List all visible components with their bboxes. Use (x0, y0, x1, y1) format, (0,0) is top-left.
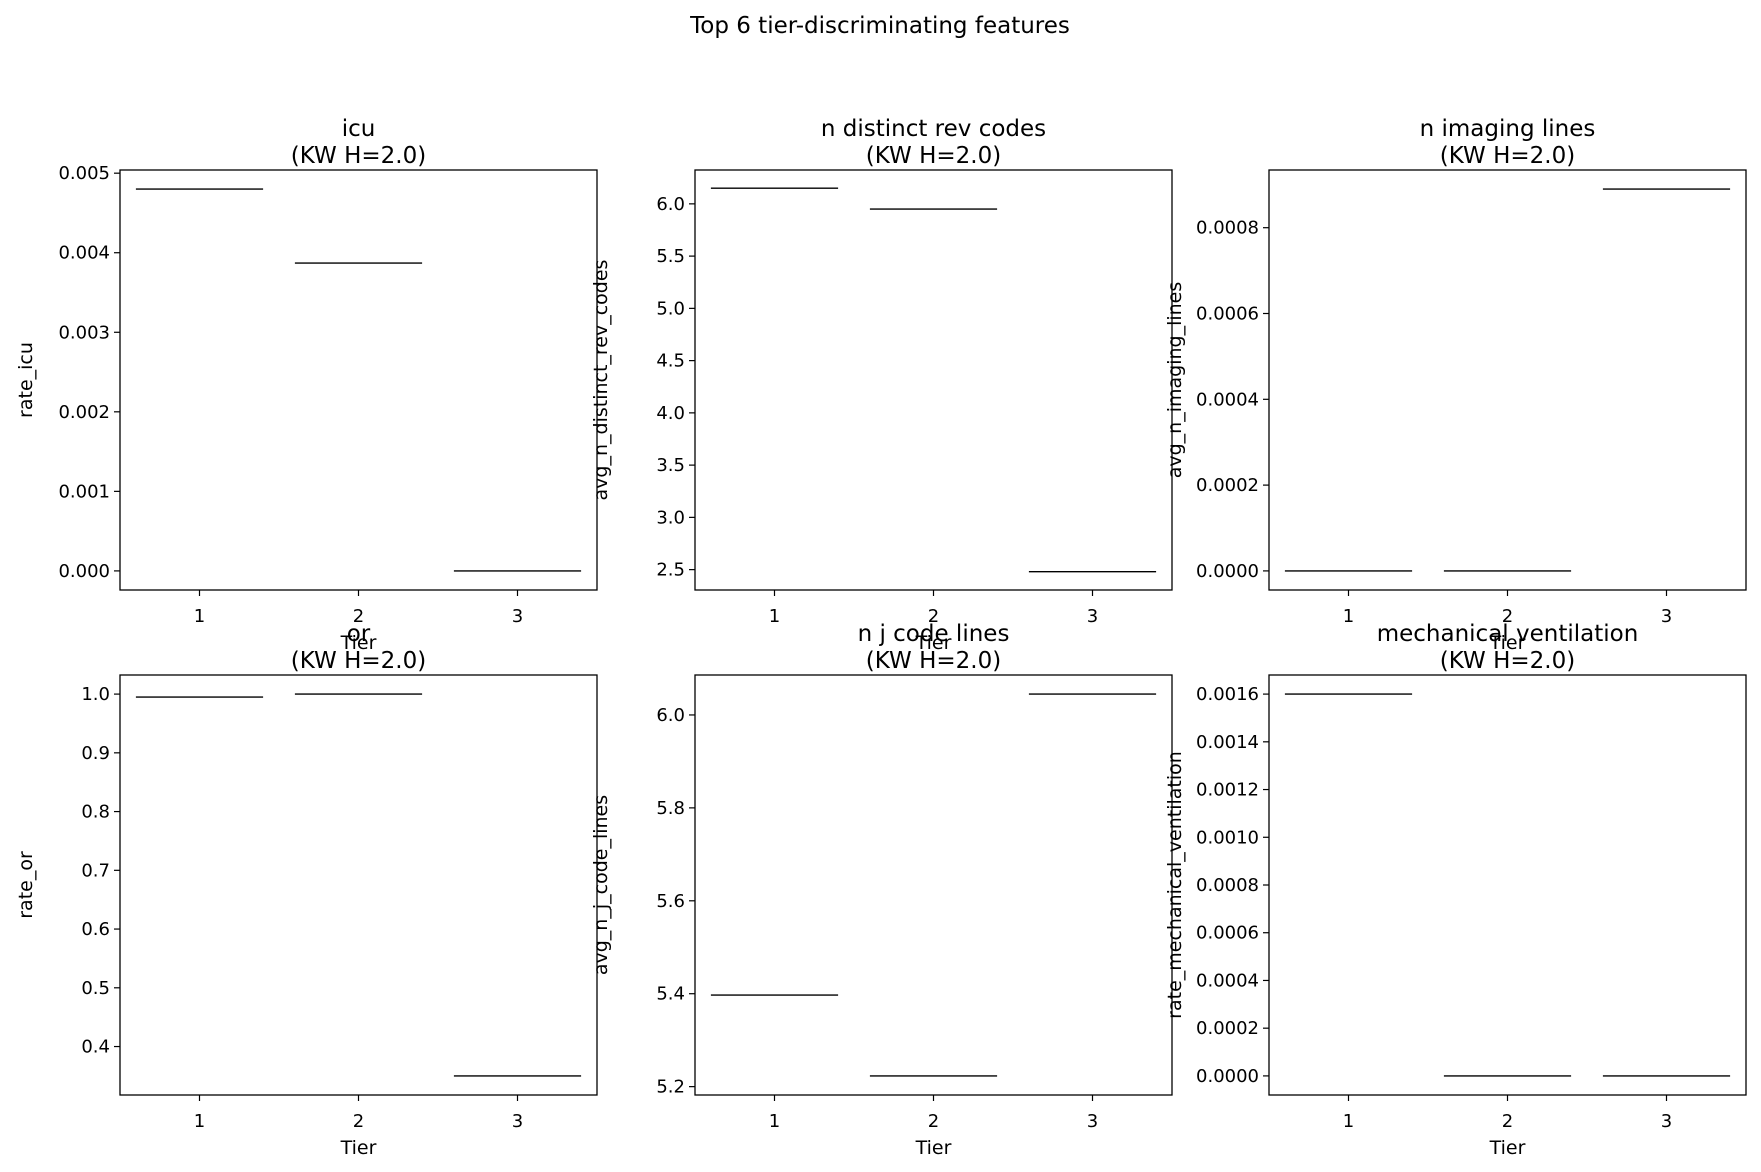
y-tick-label: 0.0016 (1196, 684, 1259, 705)
x-axis-label: Tier (340, 1137, 377, 1159)
panel-title: n distinct rev codes (821, 116, 1046, 142)
y-tick-label: 0.003 (58, 322, 110, 343)
y-tick-label: 0.0006 (1196, 304, 1259, 325)
panel-title: n j code lines (858, 621, 1010, 647)
y-tick-label: 0.0010 (1196, 827, 1259, 848)
x-axis-label: Tier (1489, 1137, 1526, 1159)
y-tick-label: 0.7 (81, 860, 110, 881)
y-tick-label: 2.5 (656, 560, 685, 581)
x-tick-label: 1 (1343, 606, 1354, 627)
y-tick-label: 0.000 (58, 561, 110, 582)
y-tick-label: 0.9 (81, 743, 110, 764)
chart-panel-4: or(KW H=2.0) 0.4 0.5 0.6 0.7 0.8 0.9 1.0 1 2 3 Tier… (15, 621, 598, 1159)
y-tick-label: 4.0 (656, 403, 685, 424)
x-tick-label: 1 (769, 1111, 780, 1132)
y-tick-label: 0.002 (58, 402, 110, 423)
x-tick-label: 2 (928, 606, 939, 627)
y-tick-label: 5.8 (656, 798, 685, 819)
y-tick-label: 0.0004 (1196, 389, 1259, 410)
y-tick-label: 6.0 (656, 194, 685, 215)
x-tick-label: 2 (1502, 606, 1513, 627)
chart-panel-3: n imaging lines(KW H=2.0) 0.0000 0.0002 0.0… (1164, 116, 1747, 654)
panel-subtitle: (KW H=2.0) (291, 648, 426, 674)
y-tick-label: 0.4 (81, 1037, 110, 1058)
y-tick-label: 0.0000 (1196, 561, 1259, 582)
y-axis-label: rate_or (15, 851, 37, 919)
x-tick-label: 3 (1087, 1111, 1098, 1132)
chart-panel-2: n distinct rev codes(KW H=2.0) 2.5 3.0 3.5 4… (590, 116, 1173, 654)
x-tick-label: 3 (1087, 606, 1098, 627)
panel-title: n imaging lines (1420, 116, 1596, 142)
y-tick-label: 5.0 (656, 298, 685, 319)
y-tick-label: 0.0014 (1196, 732, 1259, 753)
y-axis-label: avg_n_j_code_lines (590, 795, 612, 975)
panel-subtitle: (KW H=2.0) (866, 648, 1001, 674)
y-tick-label: 5.6 (656, 891, 685, 912)
y-tick-label: 5.5 (656, 246, 685, 267)
x-tick-label: 2 (928, 1111, 939, 1132)
y-tick-label: 0.001 (58, 481, 110, 502)
panel-title: icu (342, 116, 376, 142)
x-axis-label: Tier (915, 1137, 952, 1159)
x-axis-label: Tier (340, 632, 377, 654)
y-tick-label: 0.5 (81, 978, 110, 999)
x-axis-label: Tier (915, 632, 952, 654)
chart-panels: icu(KW H=2.0)0.0000.0010.0020.0030.0040.… (15, 116, 1747, 1159)
x-tick-label: 3 (512, 606, 523, 627)
panel-subtitle: (KW H=2.0) (291, 143, 426, 169)
y-tick-label: 0.6 (81, 919, 110, 940)
panel-subtitle: (KW H=2.0) (1440, 143, 1575, 169)
y-tick-label: 0.0002 (1196, 1018, 1259, 1039)
figure-title: Top 6 tier-discriminating features (689, 13, 1070, 39)
x-tick-label: 1 (194, 606, 205, 627)
y-axis-label: rate_mechanical_ventilation (1164, 751, 1186, 1019)
chart-panel-5: n j code lines(KW H=2.0) 5.2 5.4 5.6 5.8 6.0 1… (590, 621, 1173, 1159)
y-axis-label: avg_n_distinct_rev_codes (590, 260, 612, 501)
y-tick-label: 0.0000 (1196, 1066, 1259, 1087)
x-tick-label: 3 (512, 1111, 523, 1132)
y-tick-label: 0.005 (58, 163, 110, 184)
y-axis-label: avg_n_imaging_lines (1164, 282, 1186, 479)
y-tick-label: 0.0004 (1196, 970, 1259, 991)
y-tick-label: 0.0008 (1196, 218, 1259, 239)
panel-title: mechanical ventilation (1377, 621, 1639, 647)
y-tick-label: 0.8 (81, 802, 110, 823)
y-tick-label: 3.5 (656, 455, 685, 476)
x-tick-label: 2 (353, 606, 364, 627)
y-tick-label: 5.4 (656, 984, 685, 1005)
y-tick-label: 1.0 (81, 684, 110, 705)
panel-subtitle: (KW H=2.0) (866, 143, 1001, 169)
x-tick-label: 3 (1661, 1111, 1672, 1132)
y-tick-label: 0.0006 (1196, 923, 1259, 944)
x-tick-label: 2 (1502, 1111, 1513, 1132)
panel-subtitle: (KW H=2.0) (1440, 648, 1575, 674)
y-tick-label: 4.5 (656, 351, 685, 372)
chart-panel-1: icu(KW H=2.0) 0.000 0.001 0.002 0.003 0.004 0.… (15, 116, 598, 654)
y-tick-label: 3.0 (656, 507, 685, 528)
x-tick-label: 3 (1661, 606, 1672, 627)
x-tick-label: 1 (1343, 1111, 1354, 1132)
y-tick-label: 0.004 (58, 243, 110, 264)
x-tick-label: 1 (769, 606, 780, 627)
y-tick-label: 0.0002 (1196, 475, 1259, 496)
x-tick-label: 1 (194, 1111, 205, 1132)
panel-title: or (347, 621, 371, 647)
chart-panel-6: mechanical ventilation(KW H=2.0) 0.0000 0.… (1164, 621, 1747, 1159)
x-axis-label: Tier (1489, 632, 1526, 654)
y-tick-label: 5.2 (656, 1077, 685, 1098)
y-tick-label: 0.0008 (1196, 875, 1259, 896)
x-tick-label: 2 (353, 1111, 364, 1132)
y-tick-label: 0.0012 (1196, 780, 1259, 801)
y-tick-label: 6.0 (656, 705, 685, 726)
y-axis-label: rate_icu (15, 342, 37, 418)
